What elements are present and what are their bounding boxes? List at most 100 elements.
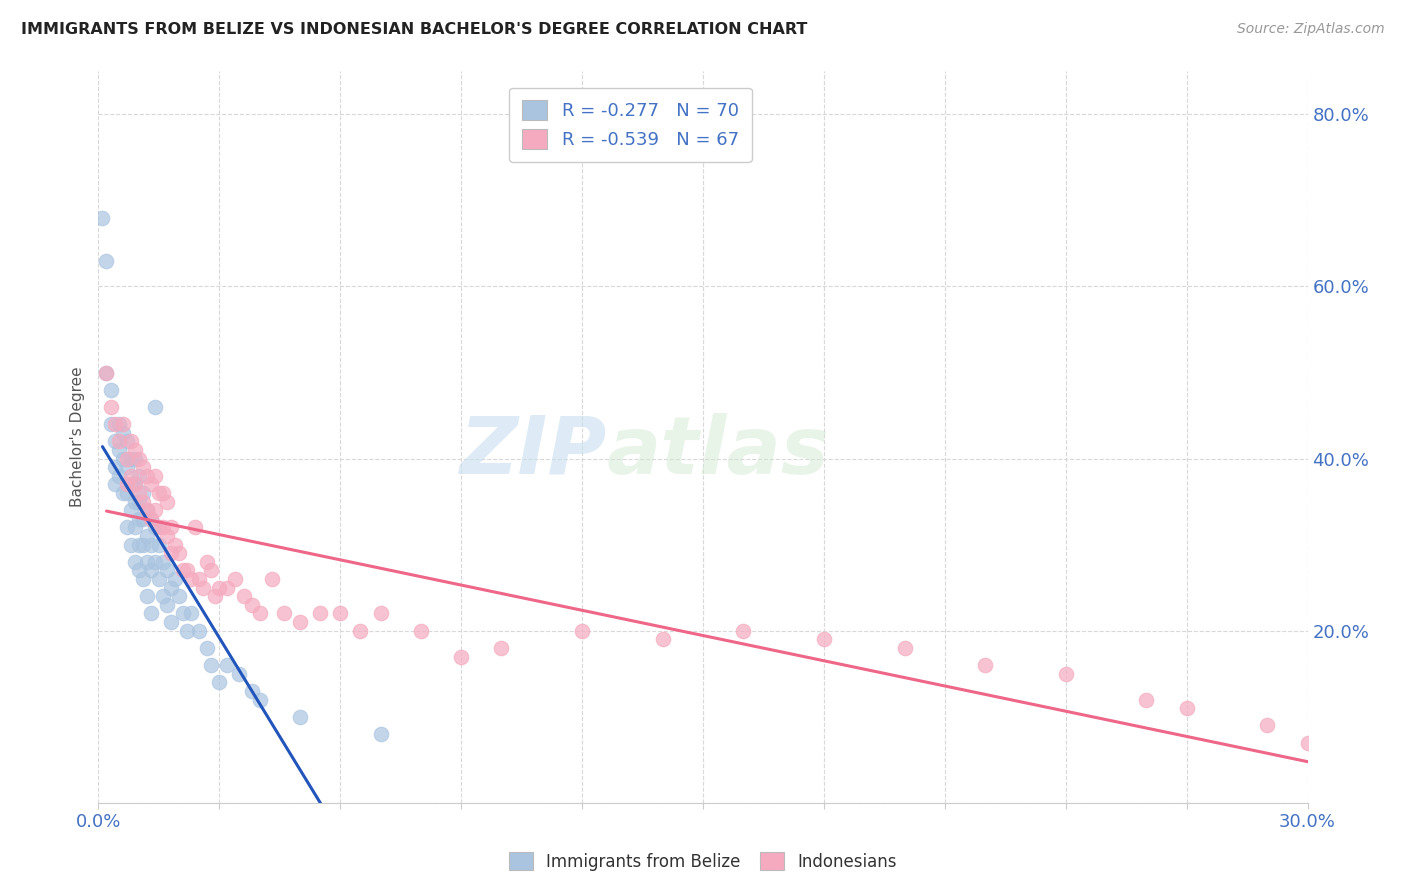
Point (1054, 666, 1077, 681)
Point (176, 624, 198, 638)
Point (813, 632, 835, 647)
Point (96, 253, 118, 268)
Point (111, 486, 134, 500)
Point (135, 589, 157, 603)
Point (240, 684, 263, 698)
Point (135, 503, 157, 517)
Point (232, 589, 254, 603)
Point (208, 581, 231, 595)
Point (193, 581, 215, 595)
Point (200, 658, 222, 673)
Point (124, 520, 146, 534)
Point (329, 607, 352, 621)
Point (132, 572, 155, 586)
Point (208, 675, 231, 690)
Point (143, 555, 166, 569)
Point (91, 211, 114, 225)
Point (249, 607, 271, 621)
Point (152, 589, 174, 603)
Point (128, 564, 150, 578)
Point (893, 640, 915, 655)
Point (188, 624, 211, 638)
Point (103, 460, 125, 475)
Point (124, 477, 146, 491)
Point (135, 555, 157, 569)
Legend: Immigrants from Belize, Indonesians: Immigrants from Belize, Indonesians (501, 844, 905, 880)
Point (195, 555, 218, 569)
Point (152, 555, 174, 569)
Point (167, 546, 190, 560)
Point (132, 494, 155, 508)
Point (124, 477, 146, 491)
Point (128, 538, 150, 552)
Point (273, 607, 295, 621)
Point (288, 710, 311, 724)
Point (135, 468, 157, 483)
Point (176, 564, 198, 578)
Point (135, 503, 157, 517)
Point (139, 538, 162, 552)
Point (111, 451, 134, 466)
Point (156, 529, 179, 543)
Point (370, 607, 392, 621)
Point (120, 434, 142, 449)
Point (228, 666, 250, 681)
Point (160, 615, 183, 629)
Point (143, 520, 166, 534)
Point (115, 486, 138, 500)
Text: Source: ZipAtlas.com: Source: ZipAtlas.com (1237, 22, 1385, 37)
Point (132, 538, 155, 552)
Point (107, 468, 129, 483)
Point (180, 607, 202, 621)
Point (96, 366, 118, 380)
Legend: R = -0.277   N = 70, R = -0.539   N = 67: R = -0.277 N = 70, R = -0.539 N = 67 (509, 87, 752, 161)
Point (111, 425, 134, 440)
Point (217, 658, 239, 673)
Point (139, 512, 162, 526)
Point (107, 434, 129, 449)
Point (450, 649, 472, 664)
Point (96, 366, 118, 380)
Point (103, 434, 125, 449)
Point (120, 538, 142, 552)
Text: atlas: atlas (606, 413, 830, 491)
Point (172, 607, 194, 621)
Point (143, 400, 166, 414)
Point (128, 512, 150, 526)
Point (409, 624, 432, 638)
Point (1135, 692, 1157, 706)
Point (152, 520, 174, 534)
Point (1296, 735, 1319, 749)
Point (124, 494, 146, 508)
Point (160, 546, 183, 560)
Point (107, 417, 129, 432)
Point (132, 486, 155, 500)
Point (148, 572, 170, 586)
Point (111, 417, 134, 432)
Point (1175, 701, 1198, 715)
Point (491, 640, 513, 655)
Point (163, 572, 186, 586)
Point (124, 555, 146, 569)
Point (120, 468, 142, 483)
Point (188, 572, 211, 586)
Point (115, 451, 138, 466)
Point (1256, 718, 1278, 732)
Text: IMMIGRANTS FROM BELIZE VS INDONESIAN BACHELOR'S DEGREE CORRELATION CHART: IMMIGRANTS FROM BELIZE VS INDONESIAN BAC… (21, 22, 807, 37)
Point (184, 520, 207, 534)
Point (124, 451, 146, 466)
Point (160, 520, 183, 534)
Point (139, 512, 162, 526)
Point (115, 460, 138, 475)
Point (167, 589, 190, 603)
Y-axis label: Bachelor's Degree: Bachelor's Degree (70, 367, 86, 508)
Point (135, 529, 157, 543)
Point (195, 640, 218, 655)
Point (132, 460, 155, 475)
Point (349, 624, 371, 638)
Point (172, 564, 194, 578)
Point (103, 477, 125, 491)
Point (100, 400, 122, 414)
Point (156, 564, 179, 578)
Point (139, 564, 162, 578)
